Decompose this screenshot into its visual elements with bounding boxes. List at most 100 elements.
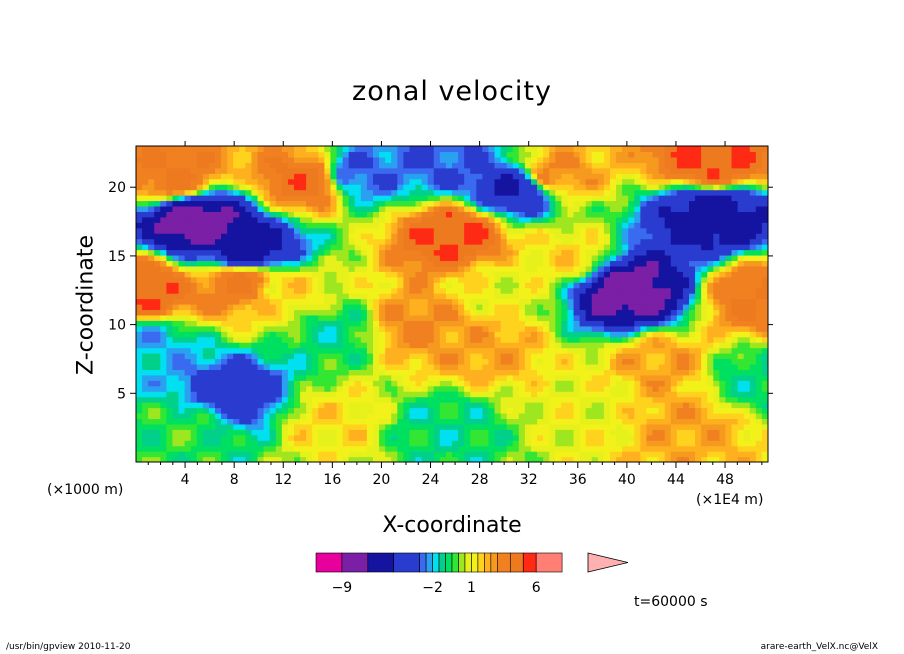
heatmap-cell <box>482 369 490 376</box>
heatmap-cell <box>482 304 490 311</box>
heatmap-cell <box>160 429 167 436</box>
heatmap-cell <box>646 304 654 311</box>
heatmap-cell <box>318 265 325 272</box>
heatmap-cell <box>427 276 435 283</box>
heatmap-cell <box>634 298 641 305</box>
heatmap-cell <box>555 238 562 245</box>
heatmap-cell <box>634 233 641 240</box>
heatmap-cell <box>476 391 483 398</box>
heatmap-cell <box>373 402 380 409</box>
heatmap-cell <box>585 445 593 452</box>
heatmap-cell <box>306 227 313 234</box>
heatmap-cell <box>658 407 666 414</box>
heatmap-cell <box>330 429 338 436</box>
heatmap-cell <box>172 320 180 327</box>
heatmap-cell <box>397 238 404 245</box>
heatmap-cell <box>269 374 277 381</box>
heatmap-cell <box>215 363 222 370</box>
heatmap-cell <box>154 167 161 174</box>
heatmap-cell <box>221 227 228 234</box>
heatmap-cell <box>439 195 447 202</box>
heatmap-cell <box>233 211 240 218</box>
heatmap-cell <box>221 254 228 262</box>
heatmap-cell <box>640 418 648 425</box>
heatmap-cell <box>257 380 265 387</box>
heatmap-cell <box>221 293 228 300</box>
heatmap-cell <box>342 162 350 169</box>
heatmap-cell <box>287 309 295 316</box>
heatmap-cell <box>245 162 253 169</box>
heatmap-cell <box>646 276 654 283</box>
heatmap-cell <box>172 358 180 365</box>
heatmap-cell <box>330 304 338 311</box>
heatmap-cell <box>573 146 581 153</box>
heatmap-cell <box>215 423 222 430</box>
heatmap-cell <box>190 429 198 436</box>
heatmap-cell <box>628 287 635 294</box>
heatmap-cell <box>616 418 623 425</box>
heatmap-cell <box>136 146 143 153</box>
heatmap-cell <box>166 363 174 370</box>
heatmap-cell <box>616 205 623 212</box>
heatmap-cell <box>603 173 611 180</box>
heatmap-cell <box>464 325 471 332</box>
heatmap-cell <box>154 216 161 223</box>
heatmap-cell <box>324 227 332 234</box>
heatmap-cell <box>342 456 350 462</box>
heatmap-cell <box>196 363 204 370</box>
heatmap-cell <box>269 429 277 436</box>
heatmap-cell <box>142 369 149 376</box>
heatmap-cell <box>622 418 629 425</box>
heatmap-cell <box>494 309 502 316</box>
heatmap-cell <box>397 440 404 447</box>
heatmap-cell <box>439 178 447 185</box>
heatmap-cell <box>652 347 660 354</box>
heatmap-cell <box>318 320 325 327</box>
heatmap-cell <box>190 293 198 300</box>
heatmap-cell <box>409 189 417 196</box>
heatmap-cell <box>427 325 435 332</box>
heatmap-cell <box>640 391 648 398</box>
heatmap-cell <box>403 380 411 387</box>
heatmap-cell <box>458 249 465 256</box>
heatmap-cell <box>239 211 246 218</box>
heatmap-cell <box>221 353 228 360</box>
heatmap-cell <box>136 402 143 409</box>
heatmap-cell <box>318 336 325 343</box>
heatmap-cell <box>506 402 514 409</box>
heatmap-cell <box>482 244 490 251</box>
heatmap-cell <box>537 184 544 191</box>
heatmap-cell <box>251 363 259 370</box>
heatmap-cell <box>573 353 581 360</box>
heatmap-cell <box>397 347 404 354</box>
heatmap-cell <box>263 173 271 180</box>
heatmap-cell <box>215 320 222 327</box>
heatmap-cell <box>300 309 307 316</box>
heatmap-cell <box>512 282 520 289</box>
heatmap-cell <box>391 331 398 338</box>
heatmap-cell <box>330 331 338 338</box>
heatmap-cell <box>622 244 629 251</box>
heatmap-cell <box>318 189 325 196</box>
heatmap-cell <box>452 184 459 191</box>
heatmap-cell <box>445 249 453 256</box>
heatmap-cell <box>166 445 174 452</box>
heatmap-cell <box>555 244 562 251</box>
heatmap-cell <box>239 298 246 305</box>
heatmap-cell <box>148 222 155 229</box>
heatmap-cell <box>294 244 301 251</box>
heatmap-cell <box>561 260 569 267</box>
heatmap-cell <box>476 325 483 332</box>
heatmap-cell <box>464 276 471 283</box>
heatmap-cell <box>549 325 556 332</box>
heatmap-cell <box>597 325 605 332</box>
heatmap-cell <box>476 418 483 425</box>
heatmap-cell <box>433 434 441 441</box>
heatmap-cell <box>634 380 641 387</box>
heatmap-cell <box>306 418 313 425</box>
heatmap-cell <box>506 260 514 267</box>
heatmap-cell <box>427 293 435 300</box>
heatmap-cell <box>482 238 490 245</box>
heatmap-cell <box>245 244 253 251</box>
heatmap-cell <box>391 369 398 376</box>
